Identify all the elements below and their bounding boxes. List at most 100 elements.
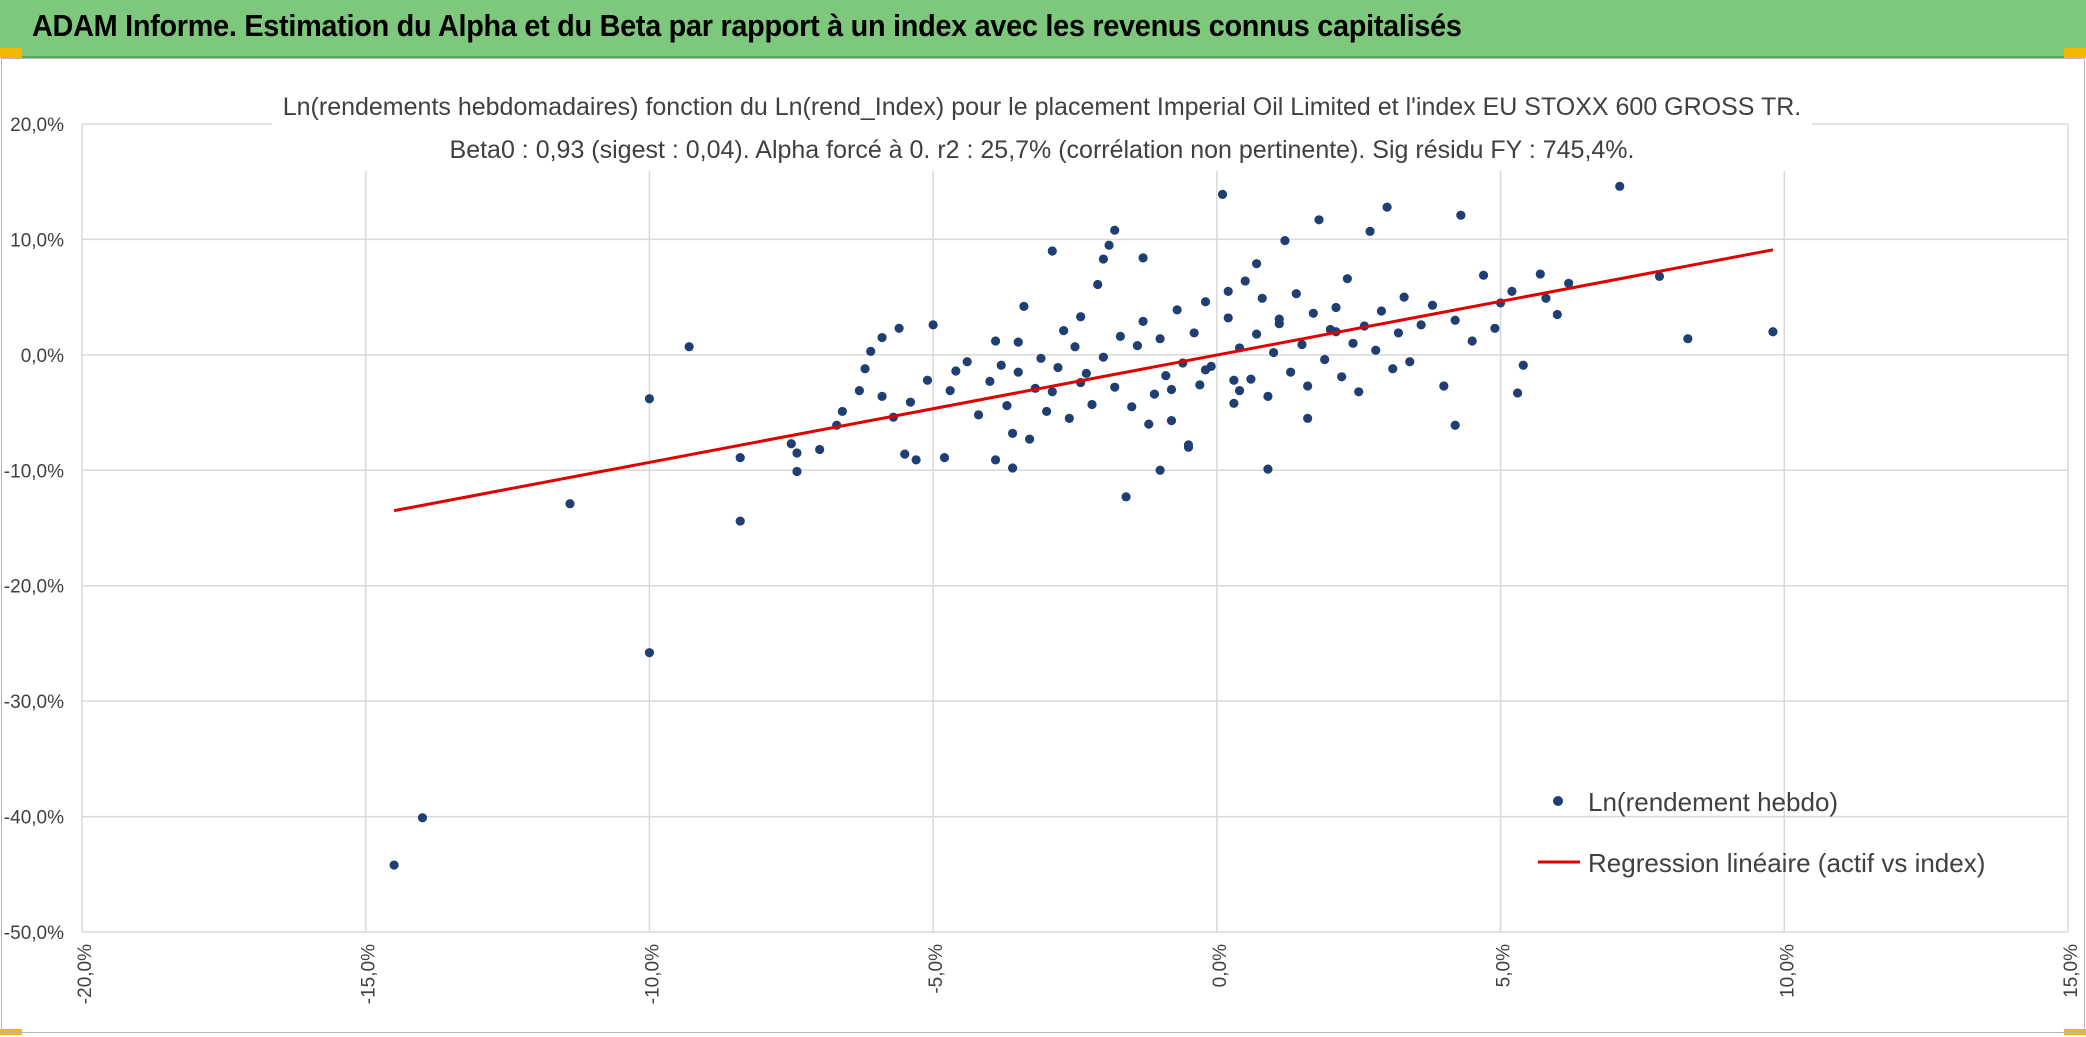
data-point [1552, 309, 1562, 320]
data-point [1251, 329, 1262, 339]
data-point [1654, 271, 1665, 281]
data-point [1314, 215, 1324, 225]
data-point [735, 452, 745, 463]
data-point [985, 376, 995, 387]
data-point [1388, 364, 1398, 374]
data-point [1342, 274, 1352, 284]
report-title: ADAM Informe. Estimation du Alpha et du … [32, 8, 1462, 43]
data-point [1013, 367, 1023, 377]
data-point [1303, 381, 1313, 391]
data-point [1098, 352, 1108, 362]
corner-accent-top-left [0, 48, 22, 58]
data-point [1166, 384, 1177, 395]
data-point [1251, 259, 1262, 269]
data-point [1427, 300, 1438, 310]
data-point [1132, 341, 1143, 351]
legend: Ln(rendement hebdo) Regression linéaire … [1538, 787, 1985, 878]
y-tick-label: -20,0% [4, 577, 64, 598]
scatter-chart: -20,0% -15,0% -10,0% -5,0% 0,0% 5,0% 10,0% 15,0… [4, 85, 2082, 1004]
data-point [1240, 276, 1250, 286]
x-tick-label: -20,0% [75, 944, 96, 1004]
data-point [1564, 278, 1574, 288]
data-point [1104, 240, 1114, 250]
y-tick-label: -30,0% [4, 692, 64, 713]
data-point [1512, 388, 1523, 398]
data-point [1246, 374, 1256, 384]
data-point [786, 439, 796, 449]
x-tick-label: 15,0% [2061, 944, 2082, 998]
data-point [792, 448, 802, 458]
data-point [1070, 342, 1080, 352]
data-point [1093, 279, 1103, 290]
data-point [1229, 375, 1239, 385]
data-point [1354, 387, 1364, 397]
chart-subtitle: Beta0 : 0,93 (sigest : 0,04). Alpha forc… [450, 136, 1635, 164]
data-point [1195, 380, 1205, 390]
data-point [1138, 253, 1148, 263]
y-tick-label: 10,0% [10, 230, 64, 251]
data-point [1331, 302, 1341, 313]
data-point [1439, 381, 1449, 391]
data-point [1002, 401, 1012, 411]
data-point [1518, 360, 1528, 370]
data-point [1535, 269, 1545, 279]
data-point [1064, 413, 1074, 423]
data-point [1138, 316, 1148, 326]
data-point [1371, 345, 1381, 355]
data-point [860, 364, 870, 374]
data-point [1042, 406, 1052, 417]
data-point [1405, 357, 1415, 367]
data-point [877, 332, 887, 343]
axes: -20,0% -15,0% -10,0% -5,0% 0,0% 5,0% 10,0% 15,0… [4, 115, 2082, 1004]
data-point [1223, 286, 1233, 296]
data-point [1297, 339, 1307, 350]
data-point [1376, 306, 1387, 316]
data-points [389, 181, 1778, 870]
data-point [792, 466, 802, 477]
data-point [1456, 210, 1466, 220]
data-point [1467, 336, 1477, 346]
data-point [877, 391, 887, 402]
data-point [1450, 420, 1460, 430]
x-tick-label: 10,0% [1777, 944, 1798, 998]
data-point [1541, 293, 1551, 303]
data-point [1087, 399, 1097, 410]
data-point [1025, 434, 1035, 444]
regression-line [393, 248, 1774, 513]
data-point [1683, 334, 1693, 344]
data-point [905, 397, 916, 407]
y-tick-label: -40,0% [4, 808, 64, 829]
data-point [815, 444, 825, 455]
data-point [1007, 463, 1018, 473]
data-point [1229, 398, 1239, 408]
chart-area: -20,0% -15,0% -10,0% -5,0% 0,0% 5,0% 10,0% 15,0… [1, 58, 2085, 1033]
data-point [1274, 314, 1284, 324]
data-point [837, 406, 847, 417]
data-point [854, 386, 864, 396]
data-point [1013, 337, 1023, 347]
data-point [945, 386, 955, 396]
data-point [1161, 371, 1171, 381]
data-point [1172, 305, 1182, 315]
data-point [973, 410, 984, 420]
data-point [1081, 368, 1091, 378]
data-point [1263, 391, 1273, 402]
data-point [911, 455, 921, 465]
data-point [1615, 181, 1625, 191]
data-point [1053, 362, 1063, 373]
data-point [1393, 328, 1404, 338]
data-point [990, 336, 1001, 346]
data-point [1189, 328, 1199, 338]
data-point [1269, 347, 1279, 358]
chart-title: Ln(rendements hebdomadaires) fonction du… [283, 93, 1802, 121]
data-point [644, 394, 655, 404]
y-tick-label: -10,0% [4, 461, 64, 482]
data-point [565, 499, 575, 509]
data-point [928, 320, 938, 330]
data-point [1450, 315, 1460, 325]
data-point [1019, 301, 1029, 311]
legend-point-marker [1553, 796, 1563, 806]
data-point [1115, 331, 1125, 341]
data-point [1478, 270, 1489, 280]
data-point [996, 360, 1006, 370]
